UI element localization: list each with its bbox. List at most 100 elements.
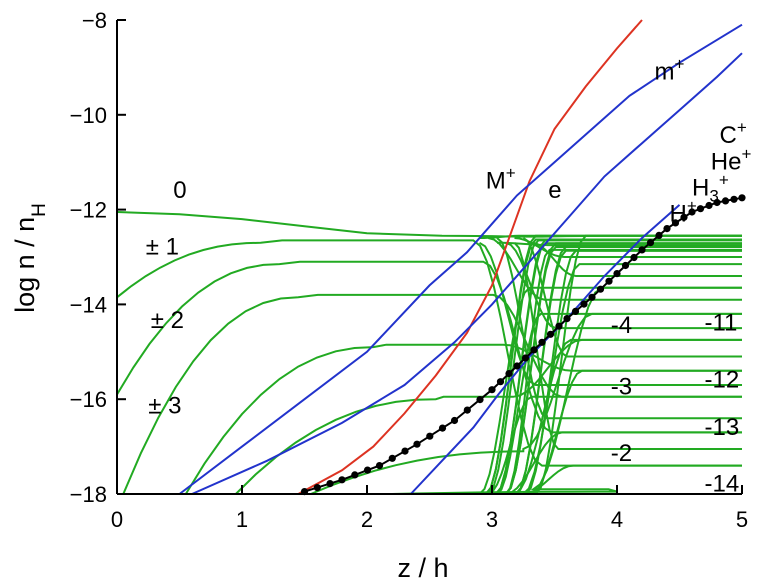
series-line-Mplus [178, 23, 743, 495]
series-point [338, 476, 346, 484]
series-point [375, 462, 384, 470]
curve-label: ± 1 [146, 234, 179, 261]
series-point [555, 322, 563, 330]
series-point [530, 346, 538, 354]
grain-crossing-curve [531, 369, 742, 495]
y-tick-label: −10 [70, 103, 107, 128]
series-line-Cplus [191, 52, 743, 495]
grain-rising-curve [515, 249, 742, 495]
series-point [546, 330, 555, 338]
series-point [580, 300, 588, 308]
series-point [638, 246, 646, 254]
y-tick-label: −14 [70, 292, 107, 317]
series-point [313, 484, 321, 492]
curve-label: m+ [655, 54, 685, 85]
curve-label: -12 [705, 366, 740, 393]
y-axis-title-sub: H [29, 203, 50, 217]
curve-labels: 0 ± 1 ± 2 ± 3 M+ e m+ C+He+H3+H+ -4 -3 -2 -11 -12 -13… [146, 54, 752, 497]
grain-crossing-curve [523, 464, 742, 495]
series-point [713, 198, 721, 207]
grain-crossing-curve [496, 237, 742, 420]
series-point [521, 354, 530, 362]
grain-charged-curve [184, 343, 742, 495]
x-axis-title: z / h [397, 553, 448, 582]
curve-label: ± 2 [151, 307, 184, 334]
series-point [426, 432, 434, 440]
series-point [738, 194, 746, 202]
curve-label: 0 [173, 177, 186, 204]
series-point [538, 338, 546, 346]
curve-label: e [548, 177, 561, 204]
curve-label: -2 [611, 440, 632, 467]
grain-charged-curve [310, 312, 742, 495]
ticks: 0 1 2 3 4 5 −18 −16 −14 −12 −10 −8 [70, 8, 748, 532]
y-axis-title: log n / nH [10, 203, 50, 313]
series-point [571, 307, 580, 315]
series-point [655, 231, 663, 239]
grain-crossing-curve [513, 242, 742, 450]
series-point [363, 466, 372, 474]
curve-label: C+ [720, 118, 747, 149]
series-point [630, 253, 638, 262]
curve-label: H+ [670, 197, 697, 228]
curve-label: -11 [705, 310, 738, 337]
series-point [496, 378, 505, 386]
series-point [613, 270, 621, 278]
curve-label: He+ [711, 144, 752, 175]
series-point [688, 208, 696, 216]
y-tick-label: −18 [70, 482, 107, 507]
grain-crossing-curve [487, 395, 742, 495]
series-curves [178, 19, 743, 495]
series-line-e [297, 19, 643, 495]
series-point [596, 285, 605, 293]
grain-crossing-curve [496, 312, 742, 495]
curve-label: ± 3 [148, 392, 181, 419]
series-line-H3plus [410, 204, 681, 495]
axes [116, 20, 742, 495]
series-point [730, 195, 738, 203]
x-tick-label: 5 [736, 507, 748, 532]
y-tick-label: −12 [70, 198, 107, 223]
series-point [513, 362, 521, 370]
series-point [588, 293, 596, 301]
x-tick-label: 2 [361, 507, 373, 532]
series-point [438, 424, 447, 432]
grain-crossing-curve [479, 234, 742, 239]
grain-charged-curve [122, 293, 742, 495]
x-tick-label: 3 [486, 507, 498, 532]
series-point [326, 480, 334, 488]
series-point [401, 447, 409, 455]
grain-rising-curve [485, 238, 742, 495]
series-point [388, 454, 396, 462]
dot-markers [300, 194, 746, 496]
series-point [488, 386, 496, 394]
grain-charged-curve [235, 338, 742, 495]
curve-label: -13 [705, 414, 740, 441]
series-point [646, 239, 655, 247]
series-point [680, 213, 688, 221]
y-tick-label: −8 [82, 8, 107, 33]
series-point [721, 197, 730, 205]
series-point [663, 225, 671, 233]
series-point [413, 440, 421, 448]
grain-crossing-curve [478, 241, 742, 386]
curve-label: M+ [486, 163, 516, 194]
series-point [463, 406, 471, 414]
x-tick-label: 4 [611, 507, 623, 532]
y-axis-title-main: log n / n [10, 217, 40, 313]
y-tick-label: −16 [70, 387, 107, 412]
grain-crossing-curve [531, 241, 742, 277]
series-point [563, 315, 571, 323]
series-point [705, 201, 713, 210]
series-point [696, 205, 705, 213]
series-point [671, 219, 680, 227]
grain-curves [116, 211, 742, 495]
grain-crossing-curve [505, 431, 742, 495]
series-point [450, 416, 459, 425]
series-point [505, 370, 513, 378]
series-point [621, 261, 630, 270]
series-point [351, 471, 359, 479]
curve-label: H3+ [692, 170, 729, 205]
series-point [605, 277, 613, 285]
